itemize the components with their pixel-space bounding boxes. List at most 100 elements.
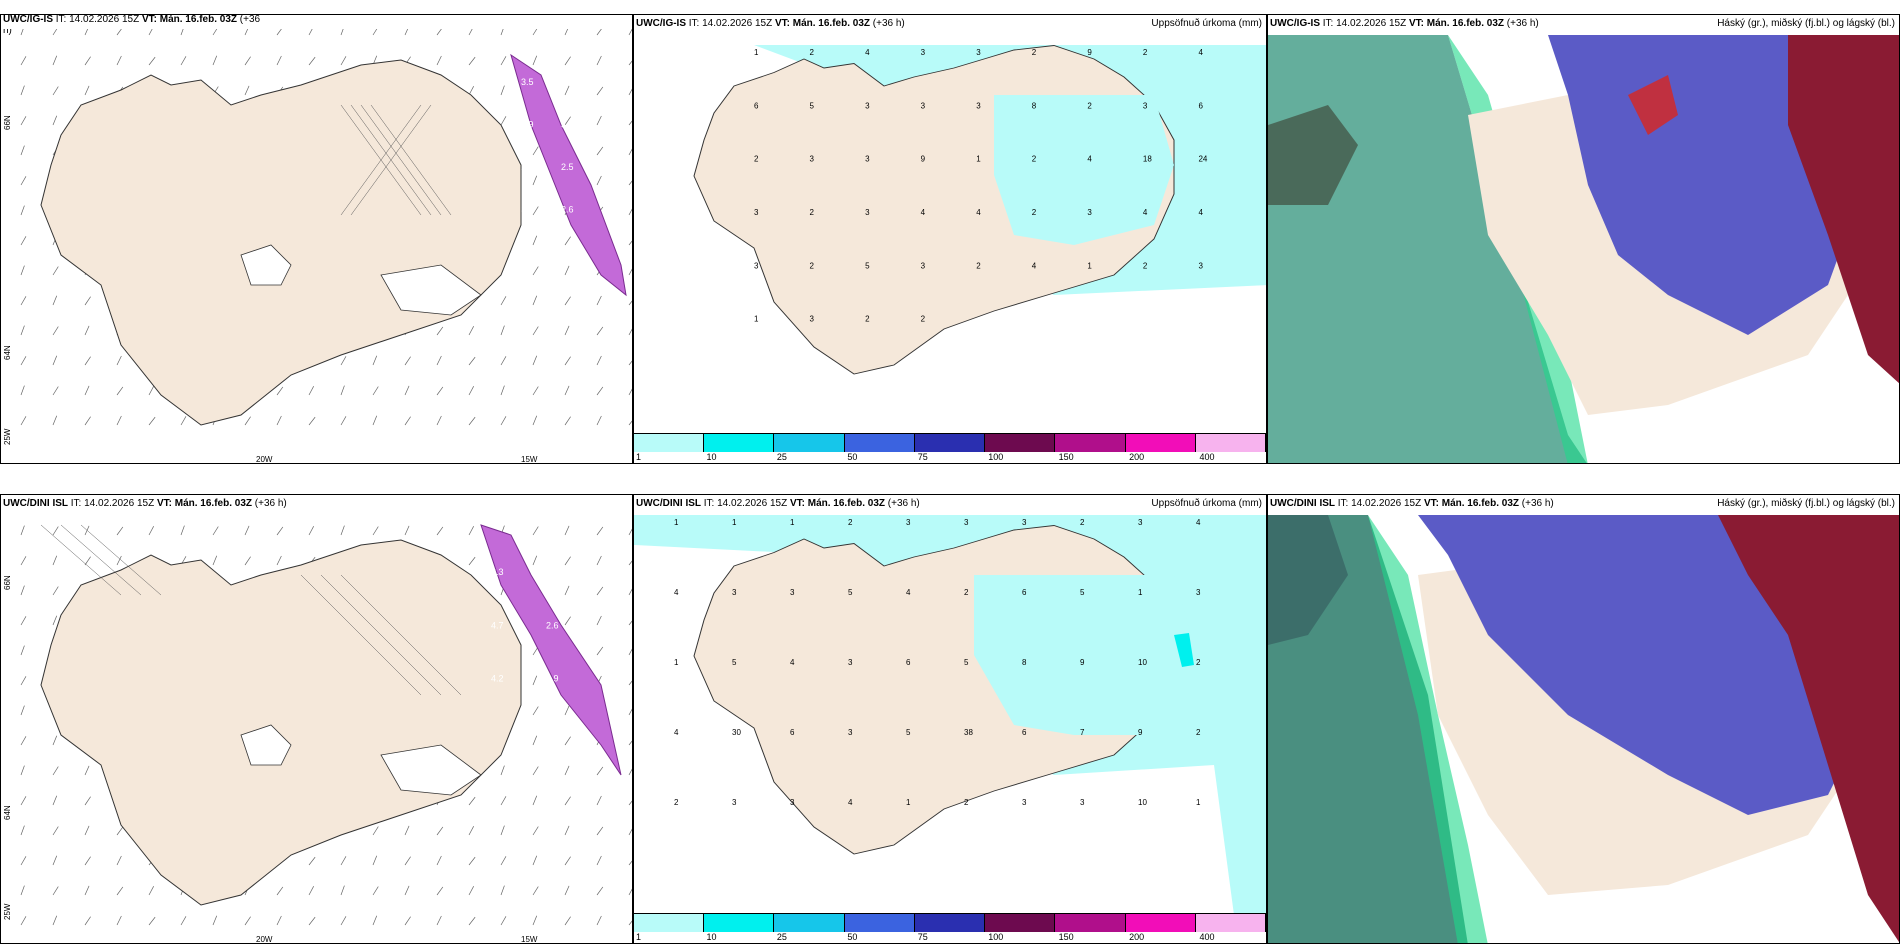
value-label: 2 <box>964 588 969 597</box>
value-label: 2 <box>810 261 815 270</box>
value-label: 30 <box>732 728 741 737</box>
wind-barb <box>500 796 507 806</box>
model-name: UWC/DINI ISL <box>1270 498 1335 509</box>
value-label: 3 <box>810 315 815 324</box>
wind-barb <box>468 326 475 336</box>
panel-header: UWC/DINI ISL IT: 14.02.2026 15Z VT: Mán.… <box>1 495 632 513</box>
value-label: 10 <box>1138 658 1147 667</box>
wind-barb <box>532 555 538 566</box>
wind-barb <box>564 825 570 836</box>
value-label: 4.2 <box>491 674 504 684</box>
wind-barb <box>628 28 632 36</box>
colorbar-segment <box>704 914 775 932</box>
wind-barb <box>596 915 602 926</box>
lead-time: (+36 h) <box>872 18 905 29</box>
vt-label: VT: <box>156 498 172 509</box>
wind-barb <box>308 916 316 926</box>
wind-barb <box>84 356 91 366</box>
wind-barb <box>500 325 505 336</box>
value-label: 4 <box>865 48 870 57</box>
colorbar-tick: 50 <box>847 932 858 942</box>
wind-barb <box>500 885 505 896</box>
iceland-land <box>40 539 522 906</box>
wind-barb <box>564 585 570 596</box>
value-label: 3 <box>810 155 815 164</box>
value-label: 2 <box>976 261 981 270</box>
wind-barb <box>244 916 251 926</box>
wind-map: 3.3 2.2 4.7 2.6 4.2 0.9 <box>20 524 632 926</box>
value-label: 9 <box>921 155 926 164</box>
value-label: 1 <box>674 518 679 527</box>
panel-title: Uppsöfnuð úrkoma (mm) <box>1151 18 1262 29</box>
value-label: 2 <box>1032 48 1037 57</box>
value-label: 3 <box>865 208 870 217</box>
wind-barb <box>244 85 250 96</box>
wind-barb <box>20 796 27 806</box>
lon-label-20w: 20W <box>256 455 273 464</box>
colorbar-tick: 1 <box>636 452 642 462</box>
wind-barb <box>244 556 251 566</box>
snow-area <box>380 264 482 316</box>
wind-barb <box>404 356 411 366</box>
wind-barb <box>84 556 91 566</box>
value-label: 2 <box>1087 101 1092 110</box>
lead-time-suffix: h) <box>3 25 12 36</box>
wind-barb <box>628 888 632 896</box>
wind-barb <box>244 525 250 536</box>
colorbar-segment <box>844 914 915 932</box>
wind-barb <box>532 55 538 66</box>
wind-barb <box>52 826 59 836</box>
value-label: 6 <box>754 101 759 110</box>
panel-header: UWC/DINI ISL IT: 14.02.2026 15Z VT: Mán.… <box>1268 495 1899 513</box>
wind-barb <box>436 915 442 926</box>
wind-barb <box>532 386 539 396</box>
wind-barb <box>628 388 632 396</box>
wind-barb <box>372 826 379 836</box>
wind-barb <box>532 295 538 306</box>
value-label: 4 <box>1196 518 1201 527</box>
wind-barb <box>148 916 156 926</box>
wind-barb <box>276 915 282 926</box>
value-label: 8 <box>1022 658 1027 667</box>
wind-barb <box>532 526 539 536</box>
valid-time: Mán. 16.feb. 03Z <box>807 498 885 509</box>
value-label: 4 <box>1198 208 1203 217</box>
value-label: 3 <box>1198 261 1203 270</box>
wind-barb <box>52 886 59 896</box>
wind-barb <box>532 706 539 716</box>
wind-barb <box>596 175 602 186</box>
wind-barb <box>596 795 602 806</box>
precip-values: 1 1 1 2 3 3 3 2 3 4 4 3 3 5 4 2 6 5 1 3 1 5 4 3 6 5 8 9 10 2 4 30 6 3 5 38 6… <box>674 518 1201 807</box>
value-label: 2 <box>1196 658 1201 667</box>
wind-barb <box>564 85 570 96</box>
wind-barb <box>20 116 27 126</box>
wind-barb <box>84 85 90 96</box>
value-label: 3 <box>848 658 853 667</box>
value-label: 3 <box>1022 798 1027 807</box>
wind-barb <box>20 176 27 186</box>
lead-time: (+36 h) <box>254 498 287 509</box>
low-cloud <box>1268 515 1468 943</box>
wind-barb <box>116 555 122 566</box>
value-label: 9 <box>1138 728 1143 737</box>
wind-barb <box>20 885 25 896</box>
lon-label-25w: 25W <box>3 903 12 920</box>
wind-barb <box>52 415 58 426</box>
wind-barb <box>404 525 410 536</box>
colorbar-tick: 50 <box>847 452 858 462</box>
wind-barb <box>564 525 570 536</box>
value-label: 4 <box>1032 261 1037 270</box>
wind-barb <box>628 88 632 96</box>
it-label: IT: <box>703 498 715 509</box>
value-label: 3 <box>754 208 759 217</box>
wind-barb <box>340 856 347 866</box>
value-label: 38 <box>964 728 973 737</box>
wind-barb <box>436 886 444 896</box>
wind-barb <box>20 356 27 366</box>
wind-barb <box>84 385 90 396</box>
value-label: 3.5 <box>521 77 534 87</box>
wind-barb <box>596 295 602 306</box>
wind-barb <box>116 355 122 366</box>
model-name: UWC/IG-IS <box>636 18 686 29</box>
init-time: 14.02.2026 15Z <box>702 18 773 29</box>
